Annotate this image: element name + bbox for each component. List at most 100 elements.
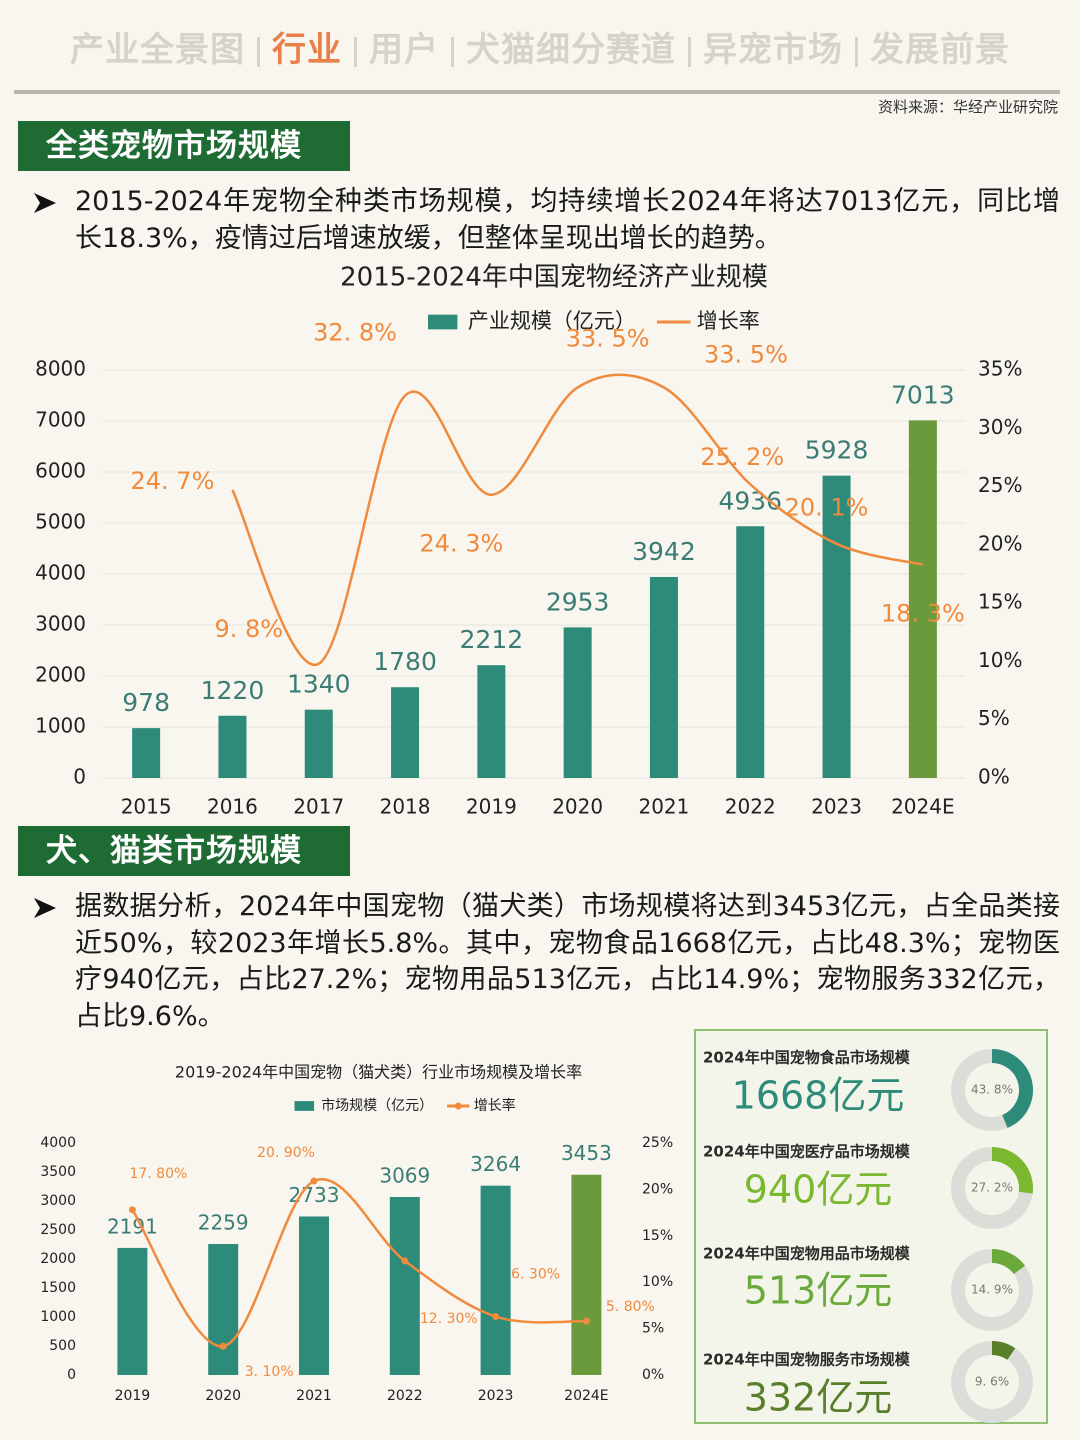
y-tick-label: 3000 (40, 1193, 76, 1209)
x-tick-label: 2024E (564, 1388, 608, 1404)
legend-label: 产业规模（亿元） (468, 309, 636, 333)
bar (908, 420, 937, 778)
x-tick-label: 2019 (466, 795, 517, 819)
line-marker (582, 1317, 590, 1325)
bar (208, 1243, 239, 1375)
x-tick-label: 2017 (293, 795, 344, 819)
card-value: 940亿元 (744, 1168, 893, 1212)
line-value-label: 5. 80% (606, 1299, 655, 1315)
donut-label: 43. 8% (971, 1083, 1013, 1097)
bar (389, 1196, 420, 1375)
y2-tick-label: 10% (642, 1274, 673, 1290)
line-value-label: 33. 5% (704, 340, 788, 368)
legend-marker (454, 1102, 462, 1110)
y-tick-label: 1500 (40, 1280, 76, 1296)
y-tick-label: 2000 (40, 1251, 76, 1267)
card-title: 2024年中国宠物食品市场规模 (703, 1049, 911, 1067)
bar-value-label: 2953 (546, 587, 610, 616)
x-tick-label: 2021 (638, 795, 689, 819)
section-title: 全类宠物市场规模 (18, 121, 350, 171)
y-tick-label: 5000 (35, 510, 86, 534)
nav-separator (855, 36, 858, 67)
bar (391, 687, 420, 778)
y-tick-label: 0 (73, 765, 86, 789)
y-tick-label: 500 (49, 1338, 76, 1354)
donut-label: 14. 9% (971, 1283, 1013, 1297)
x-tick-label: 2024E (891, 795, 955, 819)
bar-value-label: 3069 (379, 1163, 430, 1187)
line-value-label: 33. 5% (566, 324, 650, 352)
x-tick-label: 2021 (296, 1388, 332, 1404)
x-tick-label: 2022 (387, 1388, 423, 1404)
bar-value-label: 1220 (201, 676, 265, 705)
y-tick-label: 3000 (35, 612, 86, 636)
y2-tick-label: 20% (978, 531, 1022, 555)
bar-value-label: 1780 (373, 647, 437, 676)
line-value-label: 24. 7% (131, 467, 215, 495)
bar (480, 1185, 511, 1375)
y2-tick-label: 5% (642, 1321, 664, 1337)
line-value-label: 17. 80% (129, 1166, 187, 1182)
bullet (34, 898, 56, 918)
y2-tick-label: 30% (978, 415, 1022, 439)
line-marker (219, 1342, 227, 1350)
bar-value-label: 978 (122, 688, 170, 717)
legend-label: 增长率 (697, 309, 760, 333)
donut-label: 27. 2% (971, 1181, 1013, 1195)
bar-value-label: 4936 (718, 486, 782, 515)
line-value-label: 3. 10% (245, 1364, 294, 1380)
line-marker (401, 1257, 409, 1265)
growth-line (231, 373, 924, 666)
nav-separator (354, 36, 357, 67)
y2-tick-label: 15% (978, 590, 1022, 614)
nav-item[interactable]: 用户 (369, 30, 439, 70)
bar (649, 576, 678, 778)
section-title: 犬、猫类市场规模 (18, 826, 350, 876)
growth-line (131, 1177, 587, 1348)
y-tick-label: 0 (67, 1367, 76, 1383)
bar (304, 709, 333, 778)
donut-label: 9. 6% (975, 1375, 1009, 1389)
nav-item[interactable]: 行业 (272, 30, 342, 70)
line-marker (310, 1177, 318, 1185)
legend-swatch (428, 314, 458, 330)
line-value-label: 20. 90% (257, 1145, 315, 1161)
bar-value-label: 3264 (470, 1152, 521, 1176)
card-value: 332亿元 (744, 1376, 893, 1420)
bar (299, 1216, 329, 1375)
y-tick-label: 7000 (35, 408, 86, 432)
bar-value-label: 3942 (632, 537, 696, 566)
chart-title: 2019-2024年中国宠物（猫犬类）行业市场规模及增长率 (175, 1063, 582, 1082)
x-tick-label: 2020 (205, 1388, 241, 1404)
nav-item[interactable]: 发展前景 (870, 30, 1010, 70)
x-tick-label: 2016 (207, 795, 258, 819)
x-tick-label: 2023 (811, 795, 862, 819)
bullet (34, 193, 56, 213)
card-title: 2024年中国宠医疗品市场规模 (703, 1143, 911, 1161)
y2-tick-label: 10% (978, 648, 1022, 672)
card-title: 2024年中国宠物用品市场规模 (703, 1245, 911, 1263)
line-marker (128, 1206, 136, 1214)
y2-tick-label: 5% (978, 706, 1010, 730)
x-tick-label: 2020 (552, 795, 603, 819)
nav-separator (688, 36, 691, 67)
line-value-label: 9. 8% (214, 615, 283, 643)
bar-value-label: 2212 (460, 625, 524, 654)
bar-value-label: 5928 (805, 436, 869, 465)
y-tick-label: 1000 (35, 714, 86, 738)
nav-item[interactable]: 犬猫细分赛道 (466, 30, 676, 70)
nav-item[interactable]: 产业全景图 (70, 30, 245, 70)
y2-tick-label: 25% (642, 1135, 673, 1151)
line-value-label: 12. 30% (420, 1311, 478, 1327)
y-tick-label: 8000 (35, 357, 86, 381)
y2-tick-label: 0% (978, 765, 1010, 789)
line-marker (492, 1313, 500, 1321)
nav-item[interactable]: 异宠市场 (703, 30, 843, 70)
x-tick-label: 2015 (121, 795, 172, 819)
bar (822, 475, 851, 778)
y2-tick-label: 0% (642, 1367, 664, 1383)
bar (218, 715, 247, 778)
y-tick-label: 4000 (40, 1135, 76, 1151)
